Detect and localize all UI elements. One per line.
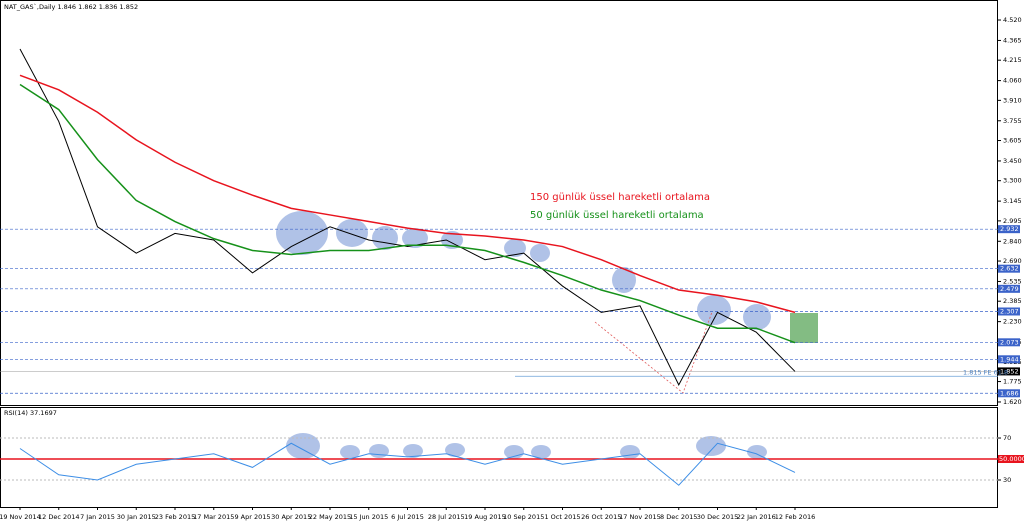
level-label: 1.686	[1000, 389, 1019, 397]
level-label-bg	[998, 225, 1020, 234]
rsi-title: RSI(14) 37.1697	[4, 409, 57, 417]
x-tick-label: 12 Dec 2014	[38, 513, 80, 521]
y-tick-label: 1.620	[1003, 398, 1022, 406]
x-tick-label: 8 Dec 2015	[660, 513, 697, 521]
y-tick-label: 4.215	[1003, 56, 1022, 64]
y-tick-label: 3.300	[1003, 177, 1022, 185]
x-tick-label: 30 Jan 2015	[117, 513, 156, 521]
highlights	[276, 211, 771, 459]
ellipse	[743, 304, 771, 330]
level-label-bg	[998, 307, 1020, 316]
level-label: 2.073	[1000, 338, 1019, 346]
x-tick-label: 28 Jul 2015	[428, 513, 465, 521]
ellipse	[531, 445, 551, 459]
series-line	[19, 83, 796, 344]
y-tick-label: 3.450	[1003, 157, 1022, 165]
y-tick-label: 2.995	[1003, 217, 1022, 225]
level-label-bg	[998, 284, 1020, 293]
y-tick-label: 4.520	[1003, 16, 1022, 24]
rsi-level-label: 50.0000	[999, 455, 1024, 463]
x-tick-label: 30 Apr 2015	[271, 513, 311, 521]
x-tick-label: 15 Jun 2015	[349, 513, 388, 521]
ellipse	[696, 436, 726, 456]
y-tick-label: 70	[1003, 434, 1011, 442]
ellipse	[369, 444, 389, 458]
x-tick-label: 17 Nov 2015	[619, 513, 661, 521]
ellipse	[336, 219, 368, 247]
x-tick-label: 26 Oct 2015	[581, 513, 621, 521]
series-name: 150 günlük üssel hareketli ortalama	[530, 192, 710, 203]
target-zone	[790, 313, 818, 343]
y-tick-label: 1.775	[1003, 378, 1022, 386]
ellipse	[530, 244, 550, 262]
ellipse	[445, 443, 465, 457]
x-tick-label: 22 Jan 2016	[737, 513, 776, 521]
x-tick-label: 9 Apr 2015	[234, 513, 270, 521]
last-price-label: 1.852	[1000, 367, 1019, 375]
y-tick-label: 4.365	[1003, 36, 1022, 44]
ellipse	[402, 228, 428, 248]
x-tick-label: 1 Oct 2015	[544, 513, 580, 521]
x-tick-label: 12 Feb 2016	[775, 513, 815, 521]
level-label: 2.307	[1000, 307, 1019, 315]
x-tick-label: 19 Nov 2014	[0, 513, 41, 521]
ellipse	[697, 295, 731, 325]
ellipse	[747, 445, 767, 459]
y-tick-label: 2.385	[1003, 297, 1022, 305]
x-tick-label: 6 Jul 2015	[391, 513, 424, 521]
x-tick-label: 10 Sep 2015	[503, 513, 544, 521]
rsi-frame	[0, 407, 998, 508]
level-label: 2.932	[1000, 225, 1019, 233]
x-tick-label: 7 Jan 2015	[80, 513, 115, 521]
level-label-bg	[998, 264, 1020, 273]
y-tick-label: 2.230	[1003, 318, 1022, 326]
y-tick-label: 2.690	[1003, 257, 1022, 265]
series-line	[19, 74, 796, 314]
ellipse	[620, 445, 640, 459]
y-tick-label: 3.910	[1003, 96, 1022, 104]
series-line	[19, 442, 796, 486]
main-frame	[0, 0, 998, 406]
level-label: 2.632	[1000, 265, 1019, 273]
series-line	[19, 48, 796, 386]
level-label-bg	[998, 338, 1020, 347]
ellipse	[286, 433, 320, 459]
ellipse	[276, 211, 328, 255]
x-tick-label: 17 Mar 2015	[193, 513, 234, 521]
chart-title: NAT_GAS`,Daily 1.846 1.862 1.836 1.852	[4, 3, 138, 11]
rsi-level-bg	[998, 455, 1024, 464]
level-label-bg	[998, 389, 1020, 398]
y-tick-label: 3.605	[1003, 137, 1022, 145]
level-label: 1.944	[1000, 355, 1019, 363]
y-tick-label: 2.535	[1003, 277, 1022, 285]
y-tick-label: 2.840	[1003, 237, 1022, 245]
projection-label: 1.815 FE 61.8	[963, 368, 1008, 376]
ellipse	[340, 445, 360, 459]
last-price-bg	[998, 367, 1020, 376]
y-tick-label: 4.060	[1003, 77, 1022, 85]
x-tick-label: 22 May 2015	[309, 513, 351, 521]
level-label: 2.479	[1000, 285, 1019, 293]
ellipse	[441, 231, 463, 249]
ellipse	[403, 444, 423, 458]
ellipse	[504, 239, 526, 257]
y-tick-label: 30	[1003, 476, 1011, 484]
series-name: 50 günlük üssel hareketli ortalama	[530, 210, 704, 221]
x-tick-label: 19 Aug 2015	[464, 513, 506, 521]
ellipse	[612, 267, 636, 293]
x-tick-label: 30 Dec 2015	[697, 513, 739, 521]
fib-lines	[594, 311, 713, 394]
x-tick-label: 23 Feb 2015	[155, 513, 195, 521]
y-tick-label: 3.145	[1003, 197, 1022, 205]
y-tick-label: 3.755	[1003, 117, 1022, 125]
level-label-bg	[998, 355, 1020, 364]
